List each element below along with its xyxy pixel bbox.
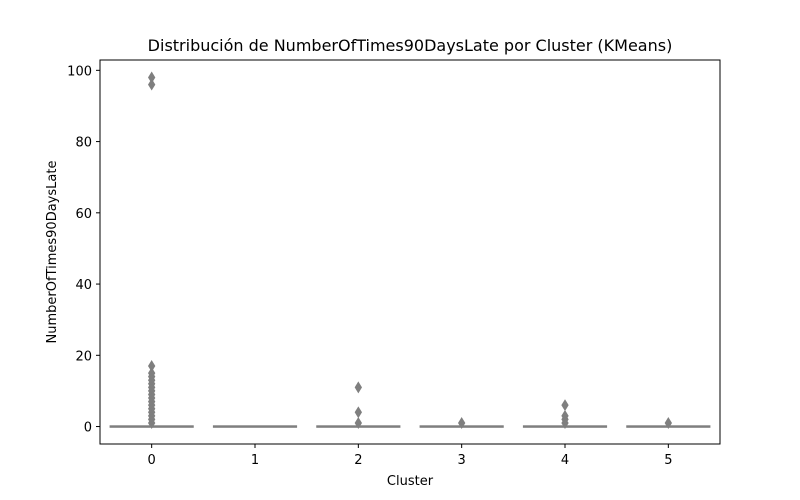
y-tick-label: 100	[67, 64, 92, 79]
box-cluster-0	[109, 71, 194, 429]
outlier-point	[561, 399, 569, 412]
x-tick-label: 1	[251, 453, 259, 468]
outlier-point	[354, 381, 363, 394]
outlier-point	[457, 417, 466, 429]
outlier-point	[354, 406, 363, 419]
outlier-point	[147, 360, 156, 372]
box-cluster-2	[316, 381, 401, 429]
box-cluster-3	[419, 417, 504, 429]
y-tick-label: 40	[75, 278, 92, 293]
outlier-point	[147, 78, 156, 91]
box-group	[109, 71, 711, 429]
x-tick-label: 3	[458, 453, 466, 468]
x-tick-label: 4	[561, 453, 569, 468]
x-axis-label: Cluster	[387, 474, 434, 489]
y-axis-label: NumberOfTimes90DaysLate	[45, 161, 60, 344]
outlier-point	[147, 71, 156, 84]
chart-title: Distribución de NumberOfTimes90DaysLate …	[148, 36, 673, 55]
y-tick-label: 0	[84, 421, 92, 436]
box-cluster-5	[626, 417, 711, 429]
x-tick-label: 0	[148, 453, 156, 468]
plot-frame	[99, 59, 721, 445]
outlier-point	[354, 417, 363, 429]
box-cluster-1	[212, 425, 298, 428]
y-tick-label: 80	[75, 136, 92, 151]
y-tick-label: 20	[75, 349, 92, 364]
outlier-point	[561, 409, 569, 422]
outlier-point	[147, 367, 156, 380]
y-axis: 0 20 40 60 80 100	[67, 64, 100, 436]
x-tick-label: 5	[664, 453, 672, 468]
box-cluster-4	[522, 399, 608, 429]
outlier-point	[664, 417, 673, 429]
y-tick-label: 60	[75, 207, 92, 222]
x-tick-label: 2	[354, 453, 362, 468]
x-axis: 0 1 2 3 4 5	[148, 444, 672, 468]
